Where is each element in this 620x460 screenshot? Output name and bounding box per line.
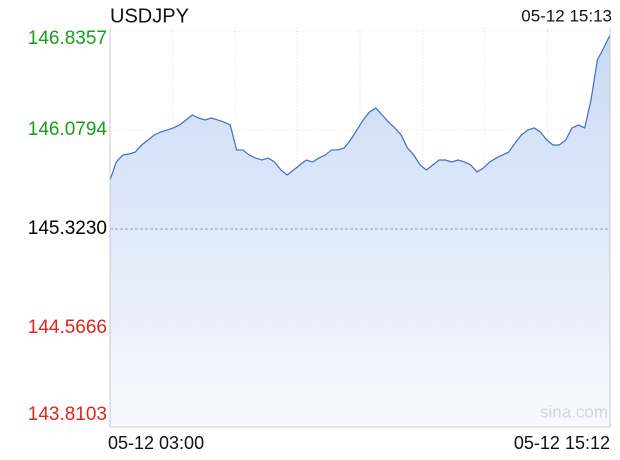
watermark: sina.com: [540, 402, 608, 421]
y-tick-label: 146.8357: [28, 28, 107, 49]
x-tick-label: 05-12 03:00: [108, 433, 204, 453]
y-tick-label: 145.3230: [28, 218, 107, 239]
price-line: [109, 34, 611, 181]
timestamp: 05-12 15:13: [521, 6, 612, 25]
chart-title: USDJPY: [110, 5, 189, 27]
y-tick-label: 144.5666: [28, 317, 107, 338]
y-tick-label: 146.0794: [28, 119, 108, 140]
area: [110, 35, 610, 428]
x-tick-label: 05-12 15:12: [514, 433, 610, 453]
y-tick-label: 143.8103: [28, 404, 107, 425]
